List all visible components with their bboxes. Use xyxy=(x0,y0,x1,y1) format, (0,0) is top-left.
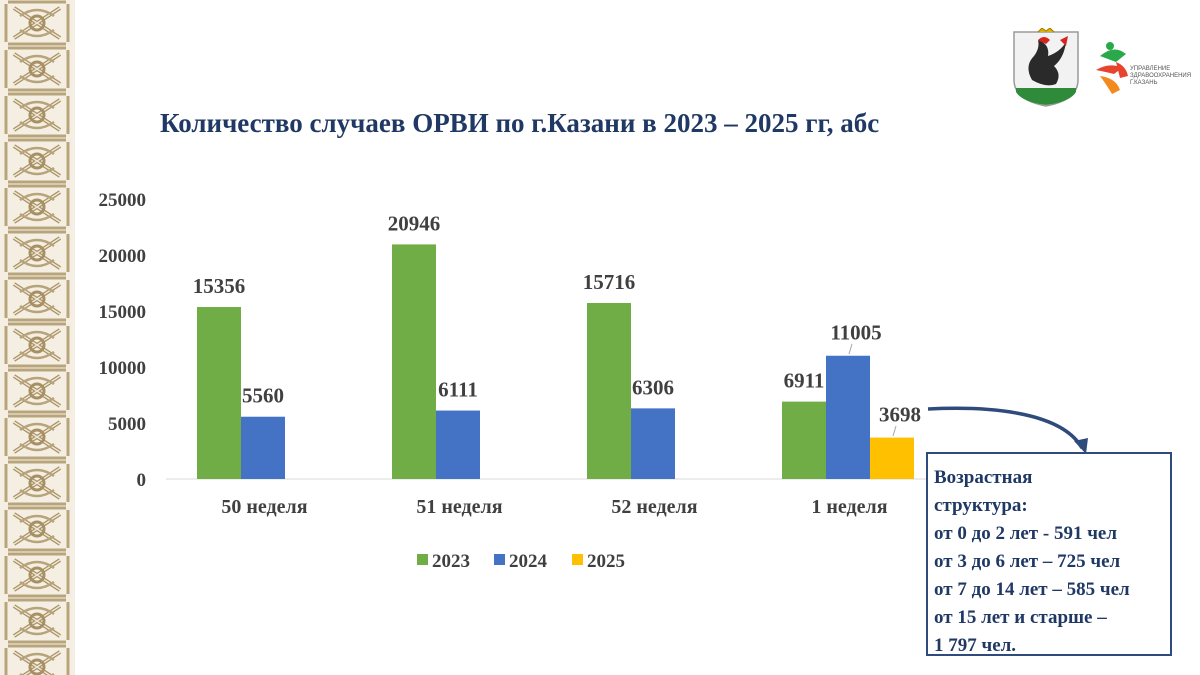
bars xyxy=(197,244,914,479)
data-label: 15716 xyxy=(583,270,636,294)
data-label: 11005 xyxy=(830,321,881,345)
data-label: 6111 xyxy=(438,378,478,402)
y-tick-label: 0 xyxy=(137,470,147,491)
x-category-label: 50 неделя xyxy=(221,496,307,518)
legend-label: 2023 xyxy=(432,551,470,572)
legend-swatch-2023 xyxy=(417,554,428,565)
bar-2024-1 xyxy=(436,410,480,479)
y-tick-label: 5000 xyxy=(108,414,146,435)
y-tick-label: 10000 xyxy=(99,358,147,379)
info-line: 1 797 чел. xyxy=(934,635,1017,656)
legend-label: 2024 xyxy=(509,551,548,572)
info-line: от 7 до 14 лет – 585 чел xyxy=(934,579,1130,600)
data-label: 6306 xyxy=(632,375,674,399)
y-tick-label: 25000 xyxy=(99,190,147,211)
bar-2024-0 xyxy=(241,416,285,479)
legend: 2023 2024 2025 xyxy=(417,551,625,572)
health-dept-logo-icon xyxy=(1096,42,1128,94)
bar-2023-0 xyxy=(197,307,241,479)
data-label: 6911 xyxy=(784,369,825,393)
y-tick-label: 20000 xyxy=(99,246,147,267)
decorative-border xyxy=(0,0,75,675)
x-category-label: 52 неделя xyxy=(611,496,697,518)
data-label: 20946 xyxy=(388,211,441,235)
info-line: от 3 до 6 лет – 725 чел xyxy=(934,551,1121,572)
data-label: 15356 xyxy=(193,274,246,298)
arrow-head-icon xyxy=(1074,438,1088,454)
x-category-label: 51 неделя xyxy=(416,496,502,518)
y-tick-label: 15000 xyxy=(99,302,147,323)
y-axis: 0 5000 10000 15000 20000 25000 xyxy=(99,190,147,491)
bar-2024-3 xyxy=(826,355,870,479)
x-axis-categories: 50 неделя 51 неделя 52 неделя 1 неделя xyxy=(221,496,887,518)
legend-swatch-2025 xyxy=(572,554,583,565)
label-leader-line xyxy=(892,425,897,437)
bar-2023-3 xyxy=(782,401,826,479)
info-line: от 0 до 2 лет - 591 чел xyxy=(934,523,1118,544)
kazan-coat-of-arms-icon xyxy=(1013,28,1079,107)
x-category-label: 1 неделя xyxy=(811,496,887,518)
data-label: 3698 xyxy=(879,403,921,427)
page-title: Количество случаев ОРВИ по г.Казани в 20… xyxy=(160,108,880,138)
bar-2023-1 xyxy=(392,244,436,479)
info-line: от 15 лет и старше – xyxy=(934,607,1107,628)
info-line: Возрастная xyxy=(934,467,1033,488)
arrow-to-infobox xyxy=(927,406,1084,449)
data-label: 5560 xyxy=(242,384,284,408)
bar-2024-2 xyxy=(631,408,675,479)
age-structure-box: Возрастная структура: от 0 до 2 лет - 591 … xyxy=(926,452,1172,656)
label-leader-line xyxy=(848,343,853,355)
info-line: структура: xyxy=(934,495,1028,516)
legend-swatch-2024 xyxy=(494,554,505,565)
legend-label: 2025 xyxy=(587,551,625,572)
bar-2023-2 xyxy=(587,302,631,479)
health-dept-label: УПРАВЛЕНИЕ ЗДРАВООХРАНЕНИЯ Г.КАЗАНЬ xyxy=(1130,66,1192,86)
bar-2025-3 xyxy=(870,437,914,479)
